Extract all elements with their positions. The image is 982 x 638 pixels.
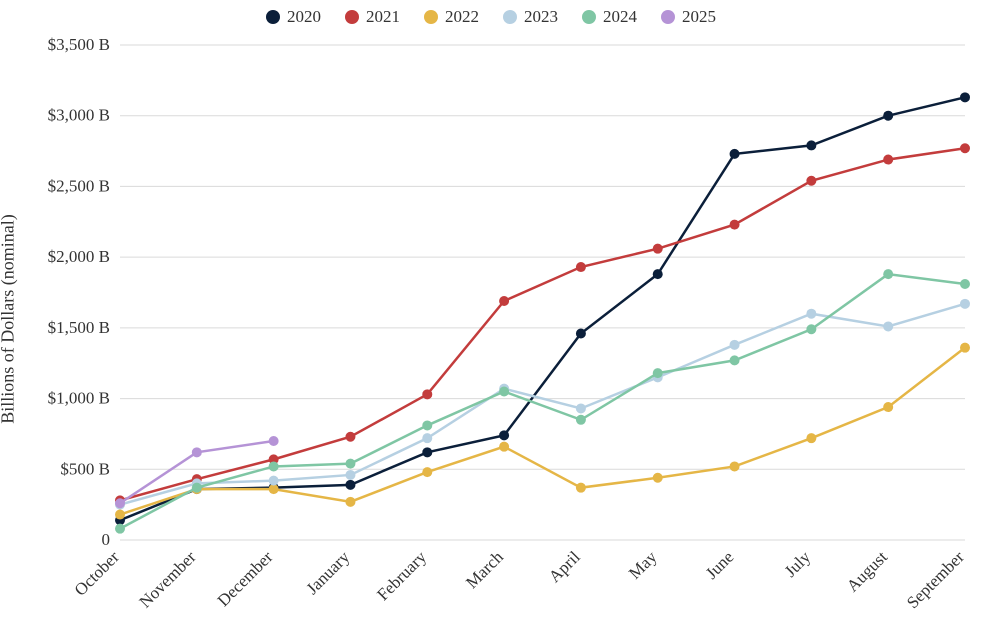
marker-2020 — [422, 447, 432, 457]
marker-2022 — [806, 433, 816, 443]
xtick-label: February — [373, 547, 430, 604]
marker-2023 — [345, 470, 355, 480]
marker-2021 — [960, 143, 970, 153]
xtick-label: March — [462, 547, 507, 592]
ytick-label: $1,500 B — [48, 318, 110, 337]
xtick-label: April — [545, 547, 584, 586]
marker-2020 — [883, 111, 893, 121]
marker-2025 — [115, 498, 125, 508]
marker-2024 — [730, 355, 740, 365]
marker-2024 — [576, 415, 586, 425]
xtick-label: August — [843, 547, 891, 595]
ytick-label: $500 B — [60, 459, 110, 478]
marker-2020 — [345, 480, 355, 490]
marker-2023 — [422, 433, 432, 443]
marker-2020 — [806, 140, 816, 150]
marker-2021 — [345, 432, 355, 442]
marker-2024 — [806, 324, 816, 334]
marker-2021 — [653, 244, 663, 254]
plot-area: 0 $500 B $1,000 B $1,500 B $2,000 B $2,500 B $… — [0, 0, 982, 638]
marker-2023 — [883, 321, 893, 331]
marker-2023 — [730, 340, 740, 350]
marker-2021 — [730, 220, 740, 230]
ytick-label: $3,500 B — [48, 35, 110, 54]
xtick-label: January — [302, 547, 353, 598]
xtick-label: December — [214, 547, 277, 610]
marker-2020 — [576, 329, 586, 339]
ytick-label: $3,000 B — [48, 106, 110, 125]
marker-2023 — [269, 476, 279, 486]
xtick-label: May — [625, 547, 661, 583]
marker-2022 — [345, 497, 355, 507]
marker-2024 — [192, 483, 202, 493]
ytick-label: $2,500 B — [48, 176, 110, 195]
marker-2022 — [653, 473, 663, 483]
marker-2020 — [960, 92, 970, 102]
marker-2020 — [653, 269, 663, 279]
marker-2022 — [576, 483, 586, 493]
marker-2020 — [499, 430, 509, 440]
marker-2024 — [960, 279, 970, 289]
marker-2024 — [883, 269, 893, 279]
marker-2022 — [883, 402, 893, 412]
marker-2022 — [499, 442, 509, 452]
ytick-label: $1,000 B — [48, 389, 110, 408]
marker-2024 — [422, 420, 432, 430]
marker-2023 — [576, 403, 586, 413]
marker-2024 — [269, 461, 279, 471]
xtick-label: October — [71, 547, 123, 599]
marker-2021 — [499, 296, 509, 306]
series-line-2022 — [120, 348, 965, 515]
marker-2024 — [345, 459, 355, 469]
xtick-label: November — [135, 547, 199, 611]
marker-2024 — [115, 524, 125, 534]
marker-2021 — [883, 155, 893, 165]
ytick-label: 0 — [102, 530, 111, 549]
marker-2021 — [422, 389, 432, 399]
marker-2020 — [730, 149, 740, 159]
ytick-label: $2,000 B — [48, 247, 110, 266]
xtick-label: July — [781, 547, 815, 581]
series-line-2024 — [120, 274, 965, 529]
marker-2022 — [960, 343, 970, 353]
marker-2024 — [499, 387, 509, 397]
xtick-label: September — [903, 547, 968, 612]
marker-2021 — [806, 176, 816, 186]
marker-2024 — [653, 368, 663, 378]
marker-2022 — [730, 461, 740, 471]
xtick-label: June — [702, 547, 737, 582]
marker-2023 — [806, 309, 816, 319]
marker-2022 — [422, 467, 432, 477]
marker-2025 — [269, 436, 279, 446]
marker-2025 — [192, 447, 202, 457]
marker-2023 — [960, 299, 970, 309]
line-chart: 202020212022202320242025 Billions of Dol… — [0, 0, 982, 638]
marker-2021 — [576, 262, 586, 272]
marker-2022 — [115, 510, 125, 520]
series-line-2021 — [120, 148, 965, 500]
